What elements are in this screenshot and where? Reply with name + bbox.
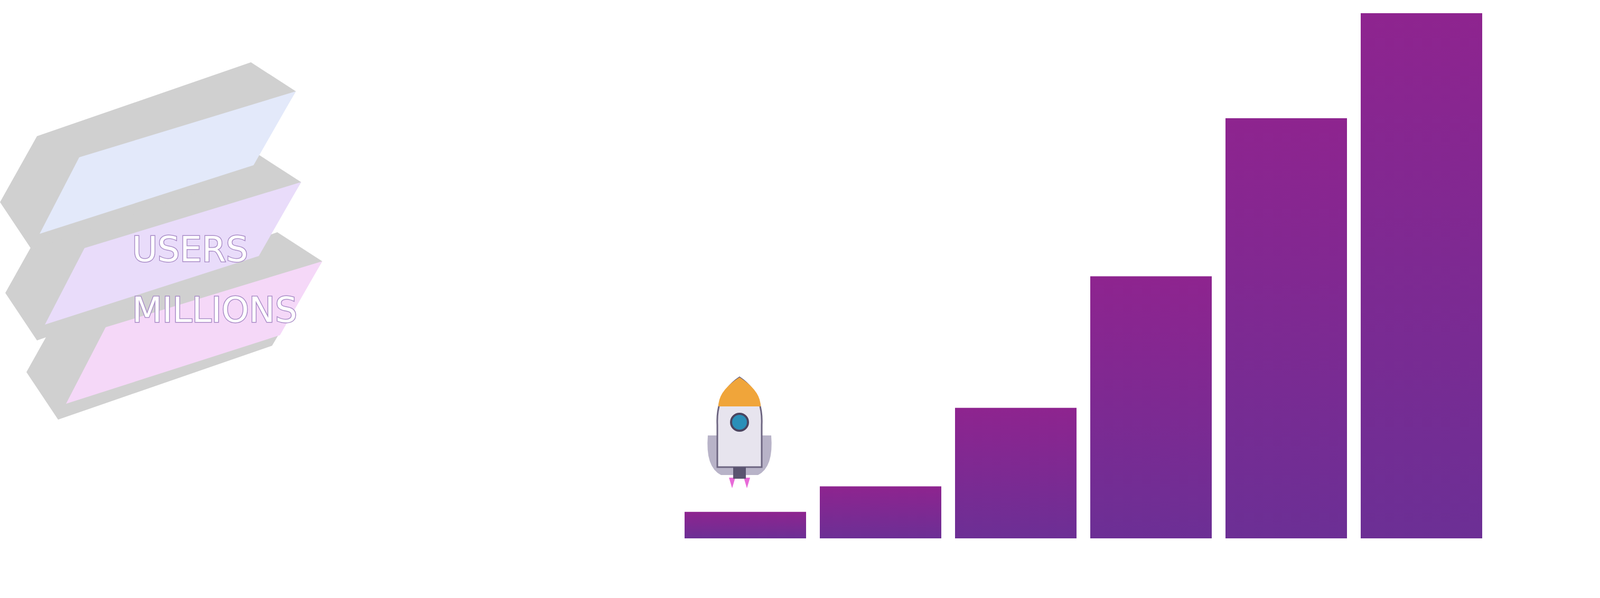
svg-text:MILLIONS: MILLIONS bbox=[132, 289, 298, 331]
svg-text:USERS: USERS bbox=[132, 229, 249, 270]
